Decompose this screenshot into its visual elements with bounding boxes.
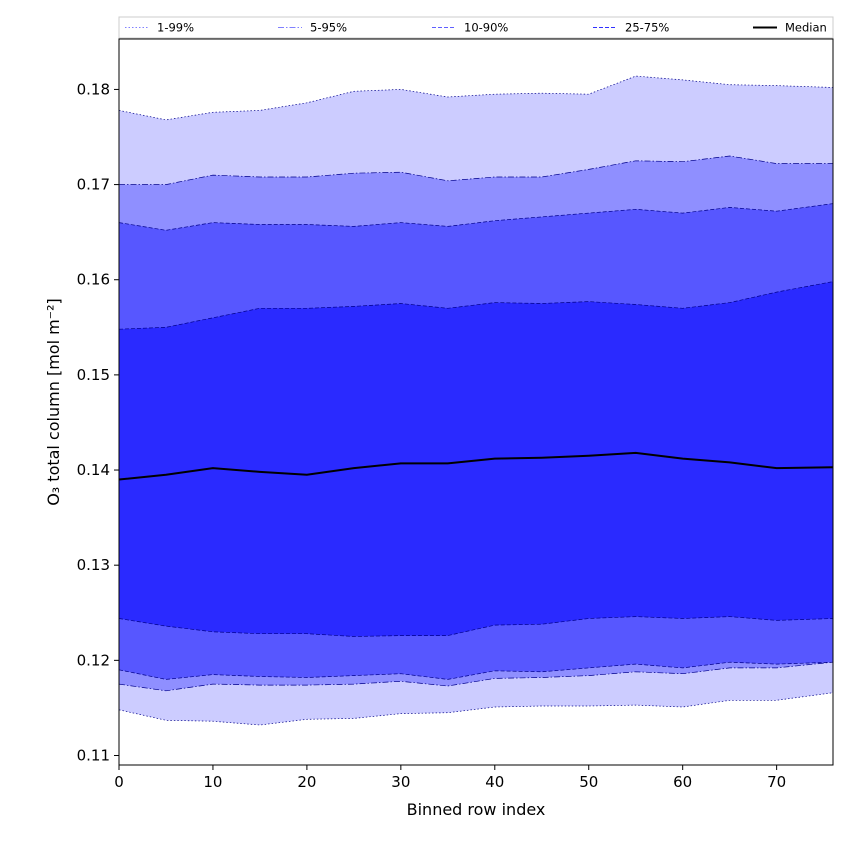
median-layer (118, 451, 834, 481)
y-axis-label: O₃ total column [mol m⁻²] (44, 298, 63, 506)
y-tick-label: 0.15 (77, 366, 110, 384)
x-tick-label: 50 (579, 773, 598, 791)
band-5-95-lower-edge (118, 661, 834, 692)
bands-layer (118, 75, 834, 726)
x-tick-label: 10 (203, 773, 222, 791)
band-5-95-upper-edge (119, 155, 833, 185)
band-25-75-lower-edge (118, 616, 834, 637)
y-tick-label: 0.11 (77, 746, 110, 764)
y-tick-label: 0.14 (77, 461, 110, 479)
band-10-90-upper-edge (118, 203, 834, 231)
legend-label: 10-90% (464, 21, 508, 35)
x-tick-label: 20 (297, 773, 316, 791)
x-tick-label: 60 (673, 773, 692, 791)
x-axis-ticks: 0 10 20 30 40 50 60 70 (114, 765, 786, 791)
legend-box (118, 16, 834, 39)
band-25-75 (119, 281, 833, 637)
band-25-75-upper-edge (118, 281, 834, 330)
x-tick-label: 40 (485, 773, 504, 791)
legend-label: 1-99% (157, 21, 194, 35)
legend-label: 5-95% (310, 21, 347, 35)
plot-frame (118, 38, 834, 766)
band-10-90-lower-edge (118, 661, 834, 680)
y-tick-label: 0.13 (77, 556, 110, 574)
legend-label: Median (785, 21, 827, 35)
y-tick-label: 0.16 (77, 271, 110, 289)
band-1-99-lower-edge (118, 692, 834, 726)
legend: 1-99% 5-95% 10-90% 25-75% Median (118, 16, 834, 39)
x-tick-label: 30 (391, 773, 410, 791)
y-tick-label: 0.17 (77, 176, 110, 194)
y-tick-label: 0.12 (77, 651, 110, 669)
y-tick-label: 0.18 (77, 80, 110, 98)
legend-label: 25-75% (625, 21, 669, 35)
y-axis-ticks: 0.11 0.12 0.13 0.14 0.15 0.16 0.17 0.18 (77, 80, 119, 764)
x-tick-label: 70 (767, 773, 786, 791)
x-tick-label: 0 (114, 773, 124, 791)
x-axis-label: Binned row index (407, 800, 546, 819)
band-1-99-upper-edge (118, 75, 834, 121)
median-line (118, 451, 834, 481)
